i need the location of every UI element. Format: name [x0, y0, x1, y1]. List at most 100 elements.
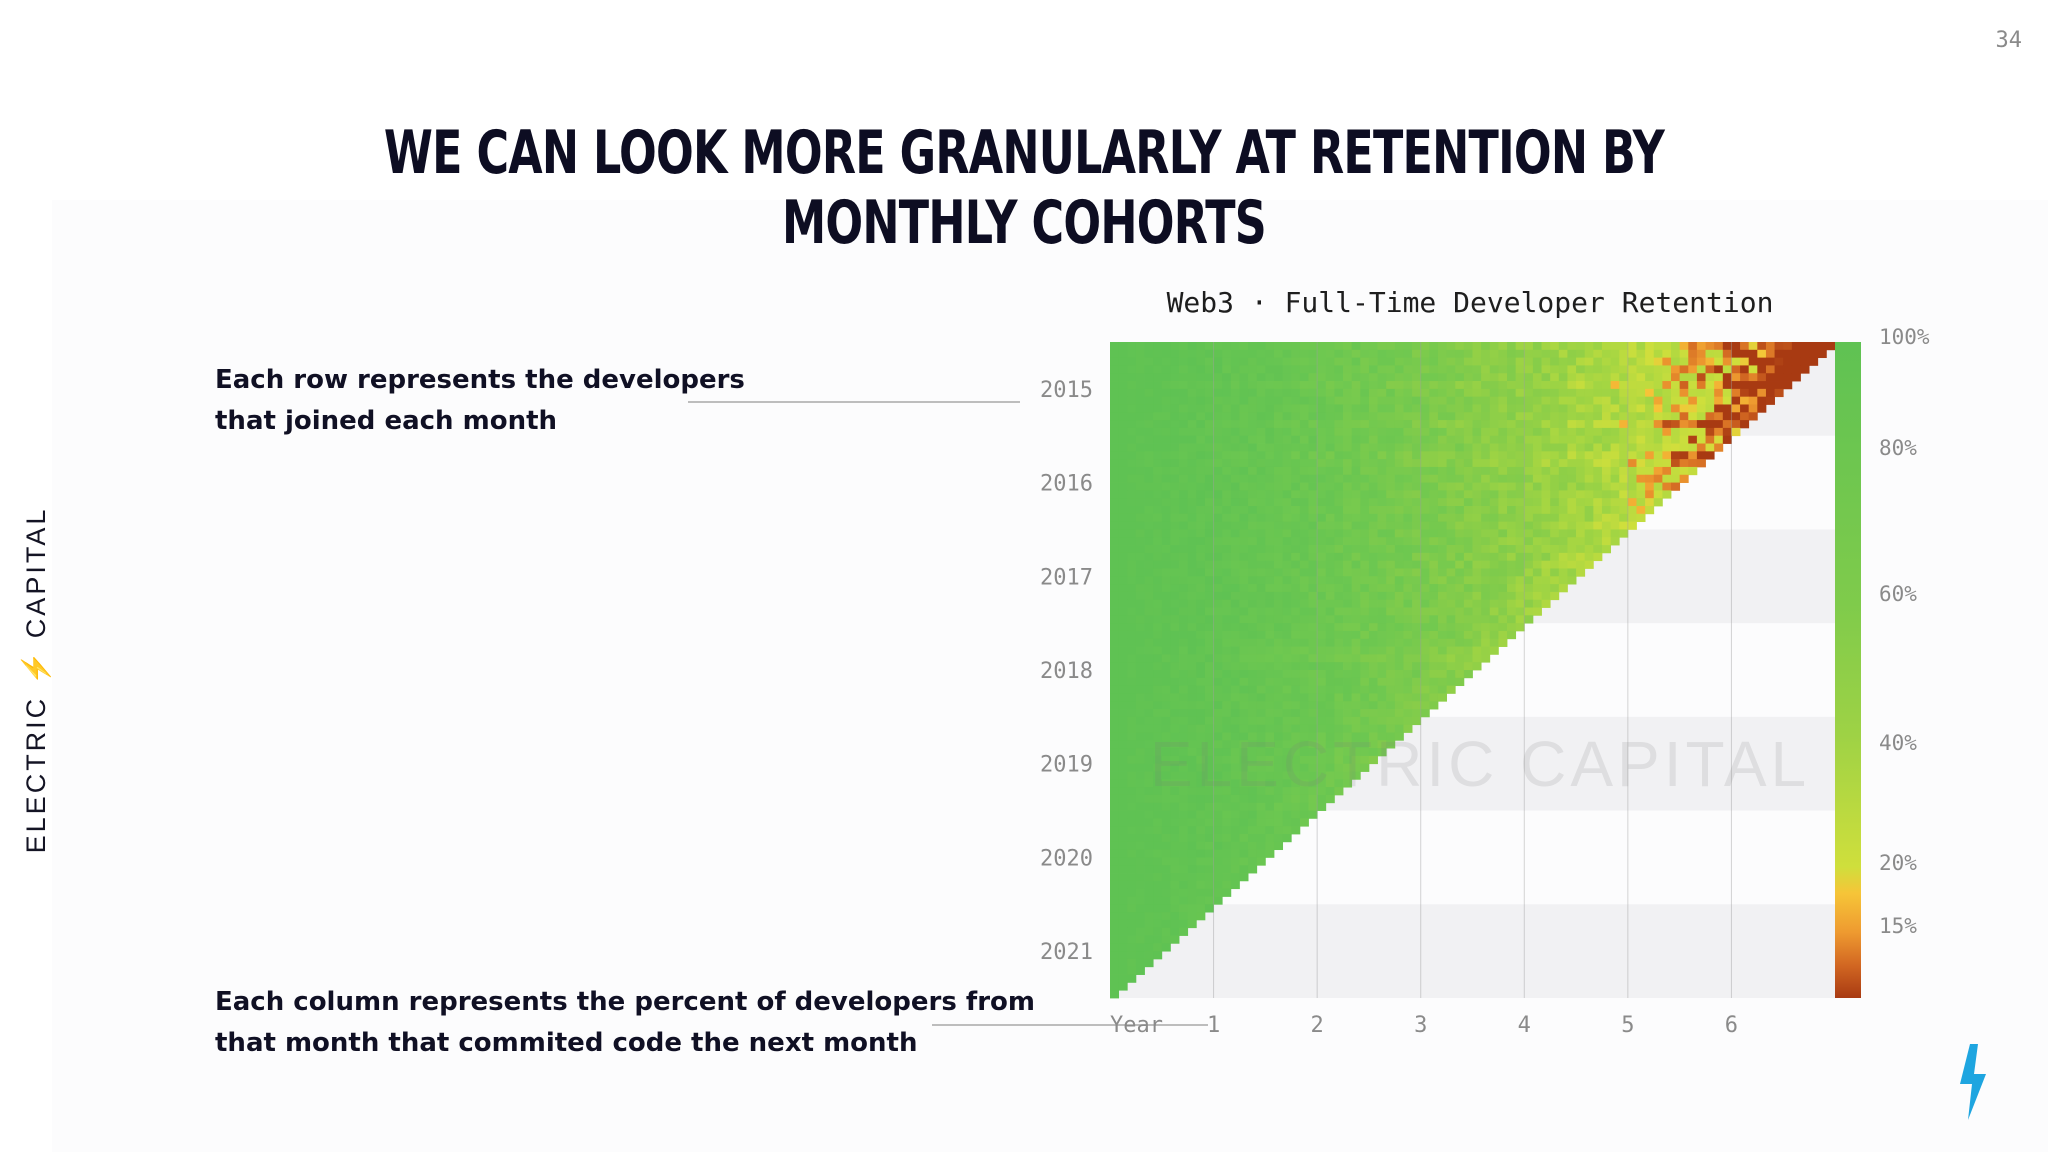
- heatmap-cell: [1567, 396, 1577, 405]
- heatmap-cell: [1179, 506, 1189, 515]
- heatmap-cell: [1239, 466, 1249, 476]
- heatmap-cell: [1455, 529, 1465, 538]
- heatmap-cell: [1161, 404, 1171, 413]
- heatmap-cell: [1489, 396, 1499, 405]
- heatmap-cell: [1144, 638, 1154, 647]
- heatmap-cell: [1601, 388, 1611, 398]
- heatmap-cell: [1196, 607, 1206, 616]
- heatmap-cell: [1688, 459, 1698, 468]
- heatmap-cell: [1714, 404, 1724, 413]
- heatmap-cell: [1722, 373, 1732, 382]
- heatmap-cell: [1420, 404, 1430, 413]
- heatmap-cell: [1420, 498, 1430, 507]
- heatmap-cell: [1601, 373, 1611, 382]
- heatmap-cell: [1532, 568, 1542, 577]
- heatmap-cell: [1343, 576, 1353, 585]
- heatmap-cell: [1135, 912, 1145, 921]
- heatmap-cell: [1299, 670, 1309, 679]
- heatmap-cell: [1291, 670, 1301, 679]
- heatmap-cell: [1343, 709, 1353, 718]
- heatmap-cell: [1248, 841, 1258, 851]
- heatmap-cell: [1187, 357, 1197, 366]
- heatmap-cell: [1170, 599, 1180, 608]
- heatmap-cell: [1153, 662, 1163, 671]
- heatmap-cell: [1187, 420, 1197, 429]
- heatmap-cell: [1118, 896, 1128, 905]
- heatmap-cell: [1420, 396, 1430, 405]
- heatmap-cell: [1110, 912, 1120, 921]
- heatmap-cell: [1230, 670, 1240, 679]
- heatmap-cell: [1437, 342, 1448, 351]
- heatmap-cell: [1360, 591, 1370, 601]
- heatmap-cell: [1187, 404, 1197, 413]
- heatmap-cell: [1153, 771, 1163, 780]
- heatmap-cell: [1144, 896, 1154, 905]
- heatmap-cell: [1135, 490, 1145, 499]
- heatmap-cell: [1110, 381, 1120, 390]
- heatmap-cell: [1127, 420, 1137, 429]
- heatmap-cell: [1688, 388, 1698, 398]
- heatmap-cell: [1619, 506, 1629, 515]
- heatmap-cell: [1204, 724, 1214, 733]
- heatmap-cell: [1256, 451, 1266, 460]
- heatmap-cell: [1334, 646, 1344, 655]
- heatmap-cell: [1403, 646, 1413, 655]
- heatmap-cell: [1127, 506, 1137, 515]
- heatmap-cell: [1524, 513, 1534, 523]
- heatmap-cell: [1593, 420, 1603, 429]
- heatmap-cell: [1653, 396, 1663, 405]
- heatmap-cell: [1343, 552, 1353, 562]
- heatmap-cell: [1791, 342, 1801, 351]
- heatmap-cell: [1671, 451, 1681, 460]
- heatmap-cell: [1532, 420, 1542, 429]
- heatmap-cell: [1118, 755, 1128, 765]
- heatmap-cell: [1343, 474, 1353, 483]
- heatmap-cell: [1541, 349, 1551, 359]
- heatmap-cell: [1179, 654, 1189, 663]
- heatmap-cell: [1239, 513, 1249, 523]
- heatmap-cell: [1153, 342, 1163, 351]
- heatmap-cell: [1110, 857, 1120, 866]
- heatmap-cell: [1187, 474, 1197, 483]
- heatmap-cell: [1558, 506, 1568, 515]
- heatmap-cell: [1239, 849, 1249, 858]
- heatmap-cell: [1705, 357, 1715, 366]
- heatmap-cell: [1437, 623, 1448, 632]
- heatmap-cell: [1153, 568, 1163, 577]
- heatmap-cell: [1291, 451, 1301, 460]
- heatmap-cell: [1558, 342, 1568, 351]
- heatmap-cell: [1196, 560, 1206, 569]
- heatmap-cell: [1317, 349, 1327, 359]
- heatmap-cell: [1343, 513, 1353, 523]
- heatmap-cell: [1196, 740, 1206, 749]
- heatmap-cell: [1429, 545, 1439, 554]
- heatmap-cell: [1394, 646, 1404, 655]
- heatmap-cell: [1179, 818, 1189, 827]
- heatmap-cell: [1273, 693, 1284, 702]
- heatmap-cell: [1118, 662, 1128, 671]
- heatmap-cell: [1282, 388, 1292, 398]
- heatmap-cell: [1489, 365, 1499, 374]
- heatmap-cell: [1343, 732, 1353, 741]
- heatmap-cell: [1558, 545, 1568, 554]
- heatmap-cell: [1256, 529, 1266, 538]
- heatmap-cell: [1558, 466, 1568, 476]
- heatmap-cell: [1144, 810, 1154, 819]
- heatmap-cell: [1135, 396, 1145, 405]
- heatmap-cell: [1377, 443, 1387, 452]
- heatmap-cell: [1524, 506, 1534, 515]
- heatmap-cell: [1187, 591, 1197, 601]
- heatmap-cell: [1524, 482, 1534, 491]
- heatmap-cell: [1110, 951, 1120, 960]
- heatmap-cell: [1118, 724, 1128, 733]
- heatmap-cell: [1170, 513, 1180, 523]
- heatmap-cell: [1343, 388, 1353, 398]
- heatmap-cell: [1541, 576, 1551, 585]
- heatmap-cell: [1394, 638, 1404, 647]
- heatmap-cell: [1429, 443, 1439, 452]
- heatmap-cell: [1429, 623, 1439, 632]
- heatmap-cell: [1291, 662, 1301, 671]
- heatmap-cell: [1265, 755, 1275, 765]
- heatmap-cell: [1446, 638, 1456, 647]
- heatmap-cell: [1498, 365, 1508, 374]
